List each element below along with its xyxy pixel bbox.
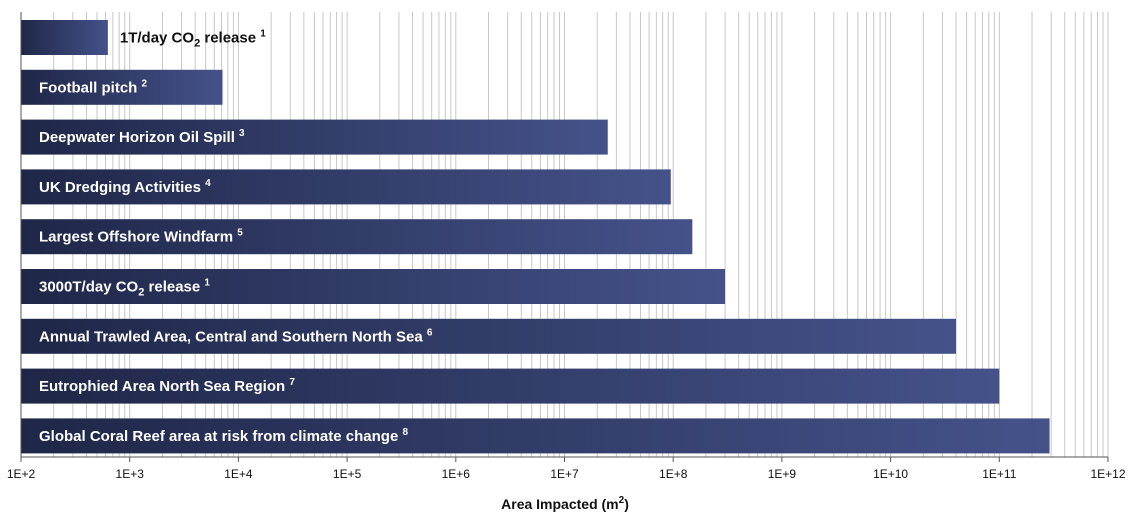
x-tick-label: 1E+12 [1090, 467, 1125, 481]
bar-label: Annual Trawled Area, Central and Souther… [39, 327, 433, 345]
bar-label: 1T/day CO2 release 1 [120, 29, 266, 50]
bar [21, 20, 108, 55]
bar [21, 119, 608, 155]
bar [21, 418, 1050, 454]
bar-label: Global Coral Reef area at risk from clim… [39, 427, 408, 445]
x-tick-label: 1E+7 [550, 467, 579, 481]
bar [21, 269, 726, 304]
bar [21, 318, 957, 354]
bar [21, 368, 1000, 404]
x-axis-title: Area Impacted (m2) [501, 495, 629, 512]
bar [21, 219, 693, 255]
x-tick-label: 1E+11 [982, 467, 1016, 481]
x-tick-label: 1E+10 [873, 467, 908, 481]
bar-label: Football pitch 2 [39, 78, 148, 96]
x-tick-label: 1E+4 [224, 467, 253, 481]
bar-label: Deepwater Horizon Oil Spill 3 [39, 128, 245, 146]
bar-label: Eutrophied Area North Sea Region 7 [39, 377, 295, 395]
bar-label: 3000T/day CO2 release 1 [39, 278, 210, 299]
x-tick-label: 1E+2 [7, 467, 36, 481]
x-tick-label: 1E+3 [116, 467, 145, 481]
bar [21, 169, 671, 205]
x-tick-label: 1E+8 [659, 467, 688, 481]
bar-label: Largest Offshore Windfarm 5 [39, 228, 243, 246]
x-tick-label: 1E+9 [768, 467, 797, 481]
bars: 1T/day CO2 release 1 Football pitch 2 Deep… [21, 20, 1050, 454]
x-axis: 1E+2 1E+3 1E+4 1E+5 1E+6 1E+7 1E+8 1E+9 1E+10 1E+… [7, 12, 1126, 481]
x-tick-label: 1E+5 [333, 467, 362, 481]
x-tick-label: 1E+6 [442, 467, 471, 481]
bar-label: UK Dredging Activities 4 [39, 178, 211, 196]
bar [21, 69, 223, 105]
